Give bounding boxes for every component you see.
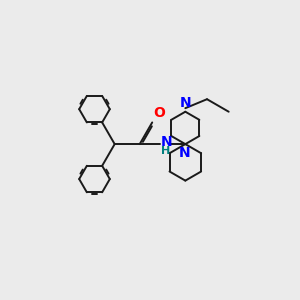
- Text: N: N: [179, 96, 191, 110]
- Text: H: H: [161, 146, 170, 156]
- Text: N: N: [161, 135, 173, 149]
- Text: O: O: [154, 106, 166, 120]
- Text: N: N: [179, 146, 190, 160]
